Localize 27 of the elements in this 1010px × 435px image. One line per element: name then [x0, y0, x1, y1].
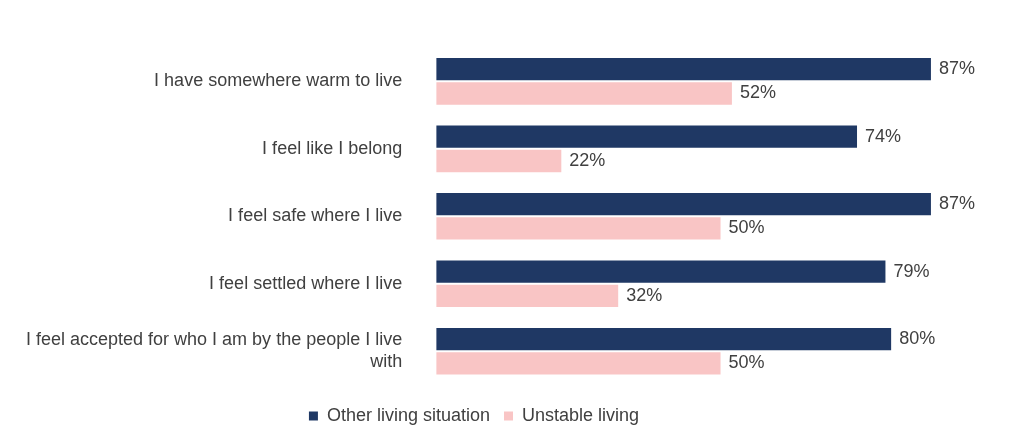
data-label: 32% [626, 284, 663, 305]
y-tick-label: I feel safe where I live [228, 205, 403, 226]
y-tick-label: I feel like I belong [262, 137, 403, 158]
bar [436, 260, 886, 283]
data-label: 50% [728, 352, 765, 373]
y-tick-label: I feel settled where I live [209, 272, 403, 293]
legend-label: Unstable living [522, 404, 640, 425]
bar [436, 149, 562, 173]
data-label: 79% [893, 260, 930, 281]
bar [436, 217, 721, 240]
data-label: 50% [728, 217, 765, 238]
bar [436, 192, 931, 216]
bar [436, 82, 732, 105]
data-label: 87% [938, 193, 975, 214]
data-label: 80% [899, 328, 936, 349]
bar [436, 352, 721, 375]
legend-label: Other living situation [326, 404, 491, 425]
data-label: 52% [739, 82, 776, 103]
data-label: 22% [569, 149, 606, 170]
y-tick-label: I feel accepted for who I am by the people I live with [26, 329, 403, 372]
y-tick-label: I have somewhere warm to live [154, 70, 403, 91]
data-label: 87% [938, 58, 975, 79]
bar [436, 58, 931, 81]
bar [436, 125, 858, 148]
data-label: 74% [865, 125, 902, 146]
bar [436, 327, 892, 351]
bar [436, 284, 619, 308]
